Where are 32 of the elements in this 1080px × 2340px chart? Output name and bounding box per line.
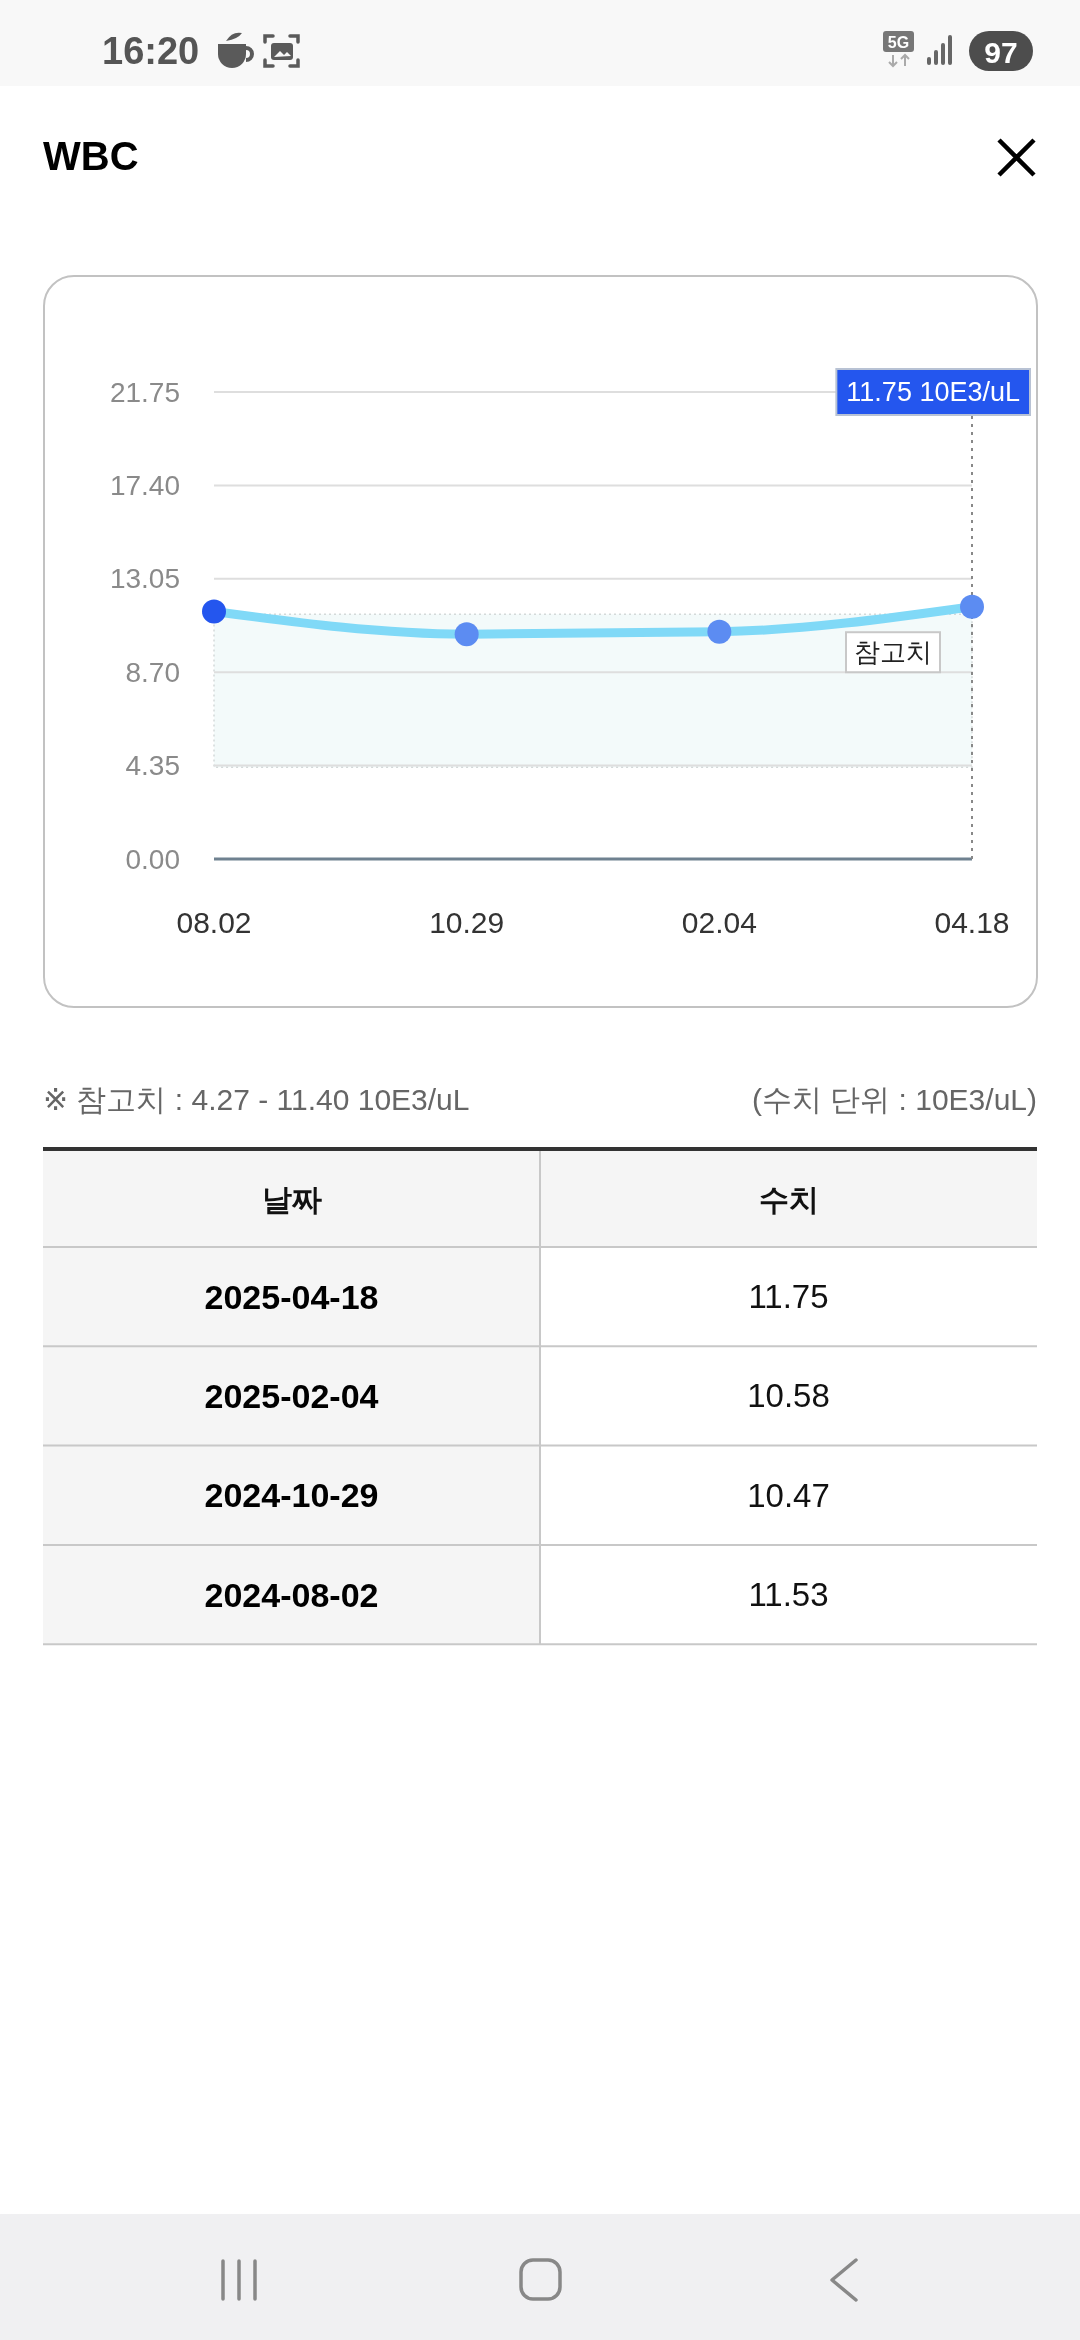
- y-tick-label: 21.75: [109, 376, 180, 408]
- text: 16:20: [102, 30, 200, 72]
- x-tick-label: 04.18: [934, 905, 1010, 939]
- x-tick-label: 02.04: [681, 905, 757, 939]
- x-tick-label: 10.29: [429, 905, 505, 939]
- text: 10.47: [747, 1476, 830, 1514]
- text: 날짜: [261, 1182, 322, 1216]
- text: 10.58: [747, 1377, 830, 1415]
- text: 2024-10-29: [204, 1476, 379, 1515]
- band-label: 참고치: [854, 637, 932, 668]
- chart-title: WBC: [43, 134, 139, 178]
- y-tick-label: 8.70: [125, 656, 180, 688]
- point: [454, 622, 479, 647]
- x-tick-label: 08.02: [176, 905, 252, 939]
- text: 97: [984, 35, 1018, 69]
- text: (수치 단위 : 10E3/uL): [751, 1082, 1037, 1116]
- text: 수치: [758, 1182, 819, 1216]
- point: [202, 599, 226, 624]
- text: 2025-04-18: [204, 1277, 379, 1316]
- point: [960, 594, 984, 619]
- point: [707, 619, 732, 644]
- text: ※ 참고치 : 4.27 - 11.40 10E3/uL: [43, 1082, 470, 1116]
- text: 2024-08-02: [204, 1575, 379, 1614]
- text: 11.53: [748, 1576, 829, 1614]
- text: 5G: [887, 33, 910, 51]
- y-tick-label: 4.35: [125, 750, 180, 782]
- text: 2025-02-04: [204, 1376, 379, 1415]
- ref-line-label: 11.75 10E3/uL: [846, 377, 1020, 407]
- y-tick-label: 17.40: [109, 469, 180, 501]
- y-tick-label: 13.05: [109, 563, 180, 595]
- text: 11.75: [748, 1278, 829, 1316]
- y-tick-label: 0.00: [125, 843, 180, 875]
